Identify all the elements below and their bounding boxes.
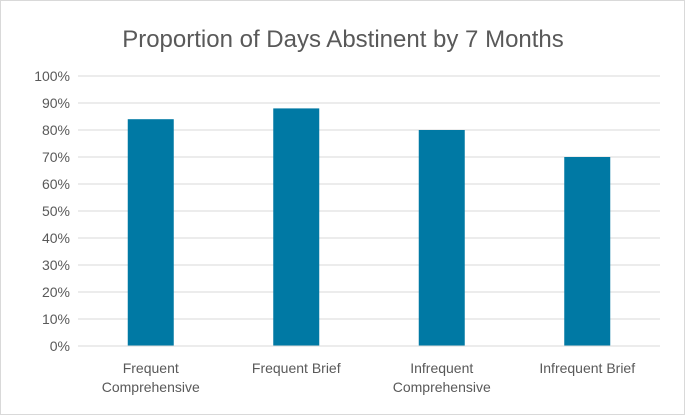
x-category-label: Infrequent Brief: [539, 360, 635, 376]
bars: [127, 108, 611, 347]
bar: [273, 108, 320, 347]
y-tick-label: 80%: [42, 122, 70, 138]
y-tick-label: 30%: [42, 257, 70, 273]
x-category-label: Frequent Brief: [252, 360, 341, 376]
y-axis-tick-labels: 0% 10% 20% 30% 40% 50% 60% 70% 80% 90% 100%: [34, 68, 70, 354]
x-category-label: Frequent: [123, 360, 179, 376]
y-tick-label: 10%: [42, 311, 70, 327]
y-tick-label: 70%: [42, 149, 70, 165]
y-tick-label: 100%: [34, 68, 70, 84]
x-category-label: Comprehensive: [393, 379, 491, 395]
y-tick-label: 0%: [50, 338, 70, 354]
bar: [564, 157, 611, 346]
x-axis-category-labels: Frequent Comprehensive Frequent Brief Infre…: [102, 360, 635, 395]
y-tick-label: 60%: [42, 176, 70, 192]
gridlines: [78, 75, 660, 320]
y-tick-label: 50%: [42, 203, 70, 219]
y-tick-label: 40%: [42, 230, 70, 246]
x-category-label: Infrequent: [410, 360, 473, 376]
y-tick-label: 20%: [42, 284, 70, 300]
x-category-label: Comprehensive: [102, 379, 200, 395]
y-tick-label: 90%: [42, 95, 70, 111]
chart-title: Proportion of Days Abstinent by 7 Months: [122, 26, 564, 53]
bar: [418, 130, 465, 346]
bar: [127, 119, 174, 346]
